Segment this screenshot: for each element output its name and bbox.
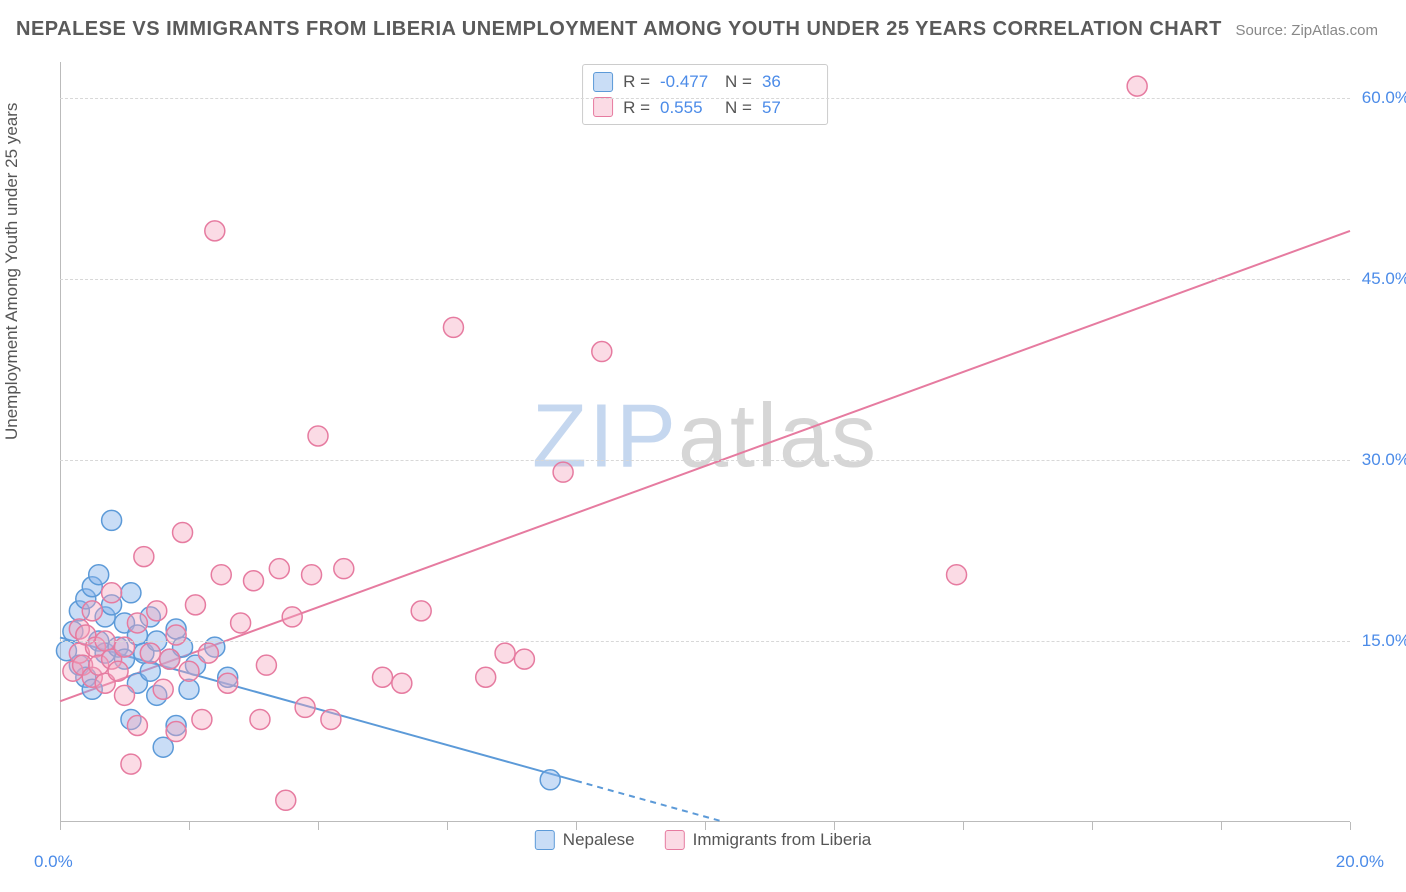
legend-swatch-1	[593, 97, 613, 117]
data-point	[140, 661, 160, 681]
legend-item-nepalese: Nepalese	[535, 830, 635, 850]
trend-line	[60, 231, 1350, 701]
data-point	[121, 583, 141, 603]
data-point	[302, 565, 322, 585]
y-tick-label: 45.0%	[1362, 269, 1406, 289]
data-point	[198, 643, 218, 663]
data-point	[282, 607, 302, 627]
data-point	[514, 649, 534, 669]
data-point	[211, 565, 231, 585]
data-point	[295, 697, 315, 717]
x-tick	[705, 822, 706, 830]
data-point	[244, 571, 264, 591]
data-point	[160, 649, 180, 669]
data-point	[553, 462, 573, 482]
y-tick-label: 15.0%	[1362, 631, 1406, 651]
x-tick	[1092, 822, 1093, 830]
y-axis-label: Unemployment Among Youth under 25 years	[2, 103, 22, 440]
data-point	[127, 715, 147, 735]
legend-series: Nepalese Immigrants from Liberia	[535, 830, 871, 850]
data-point	[140, 643, 160, 663]
data-point	[82, 601, 102, 621]
data-point	[127, 613, 147, 633]
data-point	[256, 655, 276, 675]
data-point	[250, 709, 270, 729]
legend-label-nepalese: Nepalese	[563, 830, 635, 850]
data-point	[179, 661, 199, 681]
grid-line	[60, 460, 1350, 461]
x-tick	[447, 822, 448, 830]
chart-container: NEPALESE VS IMMIGRANTS FROM LIBERIA UNEM…	[0, 0, 1406, 892]
y-tick-label: 60.0%	[1362, 88, 1406, 108]
data-point	[269, 559, 289, 579]
legend-correlation: R = -0.477 N = 36 R = 0.555 N = 57	[582, 64, 828, 125]
data-point	[321, 709, 341, 729]
data-point	[192, 709, 212, 729]
data-point	[121, 754, 141, 774]
data-point	[153, 679, 173, 699]
data-point	[185, 595, 205, 615]
legend-r-label-0: R =	[623, 69, 650, 95]
data-point	[392, 673, 412, 693]
data-point	[108, 661, 128, 681]
legend-n-value-0: 36	[762, 69, 817, 95]
legend-label-liberia: Immigrants from Liberia	[693, 830, 872, 850]
data-point	[231, 613, 251, 633]
data-point	[166, 722, 186, 742]
data-point	[102, 510, 122, 530]
data-point	[89, 565, 109, 585]
x-tick	[318, 822, 319, 830]
grid-line	[60, 98, 1350, 99]
grid-line	[60, 641, 1350, 642]
source-attribution: Source: ZipAtlas.com	[1235, 22, 1378, 39]
data-point	[147, 601, 167, 621]
data-point	[115, 685, 135, 705]
x-tick-label-right: 20.0%	[1336, 852, 1384, 872]
grid-line	[60, 279, 1350, 280]
legend-swatch-liberia	[665, 830, 685, 850]
legend-item-liberia: Immigrants from Liberia	[665, 830, 872, 850]
data-point	[947, 565, 967, 585]
data-point	[540, 770, 560, 790]
x-tick	[60, 822, 61, 830]
legend-r-value-0: -0.477	[660, 69, 715, 95]
data-point	[443, 317, 463, 337]
legend-n-label-0: N =	[725, 69, 752, 95]
data-point	[373, 667, 393, 687]
data-point	[102, 583, 122, 603]
plot-area: ZIPatlas R = -0.477 N = 36 R = 0.555 N =…	[60, 62, 1350, 822]
data-point	[334, 559, 354, 579]
x-tick	[1350, 822, 1351, 830]
data-point	[592, 342, 612, 362]
legend-swatch-0	[593, 72, 613, 92]
x-tick-label-left: 0.0%	[34, 852, 73, 872]
data-point	[1127, 76, 1147, 96]
x-tick	[834, 822, 835, 830]
data-point	[411, 601, 431, 621]
data-point	[218, 673, 238, 693]
chart-title: NEPALESE VS IMMIGRANTS FROM LIBERIA UNEM…	[16, 18, 1222, 41]
data-point	[134, 547, 154, 567]
data-point	[179, 679, 199, 699]
data-point	[205, 221, 225, 241]
trend-line-dashed	[576, 781, 724, 822]
x-tick	[189, 822, 190, 830]
legend-row-0: R = -0.477 N = 36	[593, 69, 817, 95]
x-tick	[576, 822, 577, 830]
legend-swatch-nepalese	[535, 830, 555, 850]
data-point	[276, 790, 296, 810]
y-tick-label: 30.0%	[1362, 450, 1406, 470]
x-tick	[963, 822, 964, 830]
data-point	[476, 667, 496, 687]
data-point	[495, 643, 515, 663]
data-point	[173, 522, 193, 542]
x-tick	[1221, 822, 1222, 830]
scatter-svg	[60, 62, 1350, 822]
data-point	[308, 426, 328, 446]
